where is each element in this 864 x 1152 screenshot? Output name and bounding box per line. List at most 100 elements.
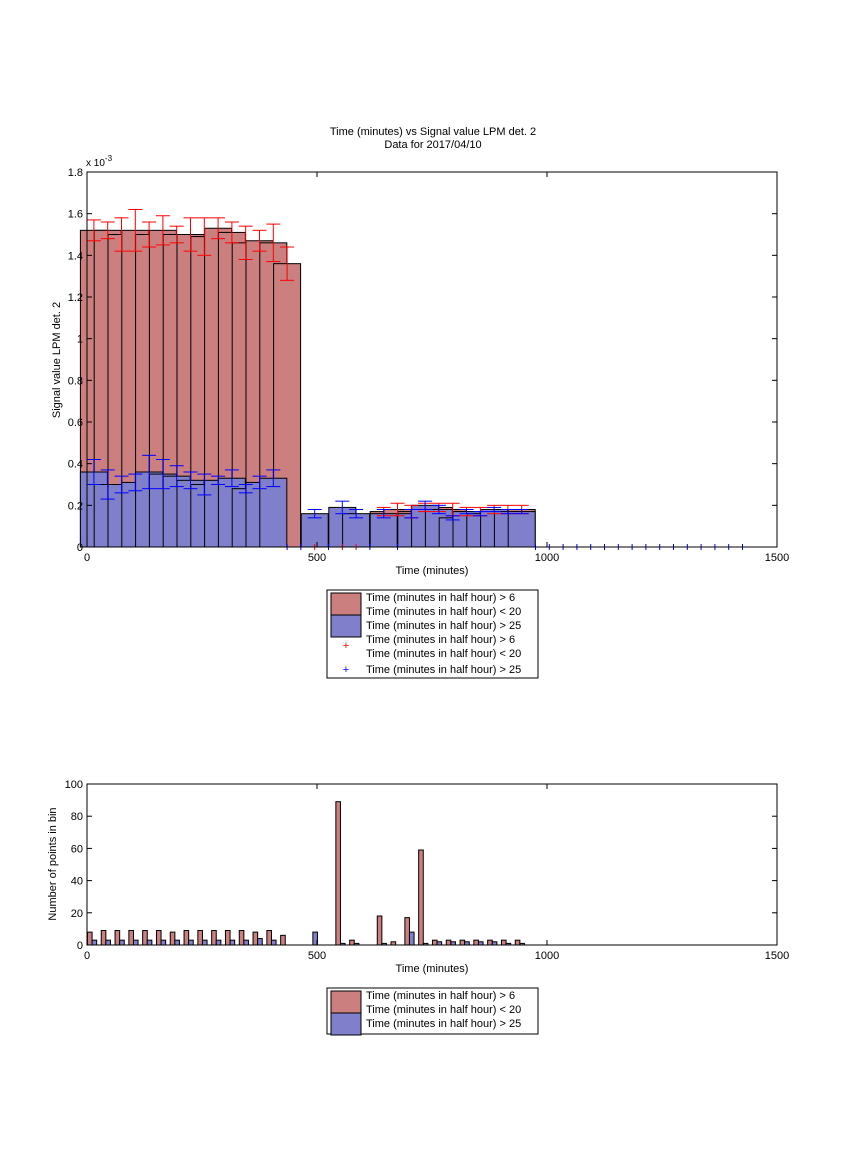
chart-1-error-bar-blue	[155, 459, 170, 490]
chart-1-error-bar-blue	[224, 469, 239, 488]
chart-2-bar-blue	[91, 939, 98, 946]
chart-2-bar-red	[224, 930, 231, 946]
chart-1-error-bar-blue	[307, 509, 322, 519]
chart-1-y-tick-label: 1.4	[68, 250, 83, 262]
chart-1-error-bar-blue	[349, 509, 364, 519]
chart-2-bar-blue	[188, 939, 194, 946]
chart-1-y-tick-label: 1.8	[68, 167, 83, 179]
chart-2-legend-swatch-blue	[330, 1012, 362, 1036]
chart-1-error-bar-red	[266, 223, 281, 263]
chart-1-error-bar-red	[128, 209, 143, 252]
chart-1-legend-swatch-red	[330, 592, 362, 616]
chart-1-y-tick-label: 1.6	[68, 209, 83, 221]
chart-2-bar-red	[431, 939, 438, 946]
chart-1-y-tick-label: 0.8	[68, 375, 83, 387]
chart-1-error-bar-blue	[197, 473, 212, 496]
chart-1-error-bar-blue	[169, 465, 184, 488]
chart-2-bar-red	[418, 849, 424, 946]
chart-2-bar-red	[197, 930, 203, 946]
chart-2-bar-blue	[160, 939, 167, 946]
chart-1-error-bar-blue	[376, 509, 391, 519]
chart-2-bar-red	[445, 939, 452, 946]
chart-1-error-bar-blue	[418, 500, 433, 510]
chart-2-x-tick-label: 1000	[535, 950, 559, 962]
svg-text:x 10-3: x 10-3	[86, 154, 113, 169]
chart-1-y-tick-label: 0.6	[68, 417, 83, 429]
chart-1-error-bar-red	[238, 225, 253, 260]
chart-1-x-axis-label: Time (minutes)	[396, 565, 469, 577]
chart-1-error-bar-red	[197, 217, 212, 256]
chart-2-bar-red	[280, 934, 286, 946]
chart-2-legend-box	[326, 987, 539, 1035]
chart-2-x-tick-label: 500	[308, 950, 326, 962]
chart-2-bar-red	[266, 930, 272, 946]
chart-2-bar-blue	[243, 939, 249, 946]
chart-1-error-bar-blue	[445, 515, 460, 521]
chart-1-error-bar-blue	[128, 473, 143, 492]
chart-2-bar-red	[100, 930, 107, 946]
chart-1-exponent-base: x 10	[86, 158, 105, 169]
chart-1-error-bar-blue	[500, 509, 515, 515]
chart-1-error-bar-blue	[514, 509, 529, 515]
chart-1-exponent-power: -3	[105, 154, 113, 163]
chart-1-bar-blue	[342, 513, 371, 548]
chart-1-legend-swatch-blue	[330, 614, 362, 638]
chart-2-legend: Time (minutes in half hour) > 6 Time (mi…	[326, 987, 539, 1036]
chart-1-error-bar-red	[390, 502, 405, 517]
chart-2-bar-red	[500, 939, 507, 946]
chart-2-bar-blue	[174, 939, 180, 946]
chart-1-legend-entry: Time (minutes in half hour) > 6	[366, 592, 515, 604]
chart-1-subtitle: Data for 2017/04/10	[384, 139, 481, 151]
chart-2-bar-red	[155, 930, 162, 946]
chart-2-x-axis-label: Time (minutes)	[396, 963, 469, 975]
chart-2-y-tick-label: 20	[71, 908, 83, 920]
chart-1-error-bar-blue	[100, 469, 115, 500]
chart-2-bar-red	[487, 939, 493, 946]
chart-2-bar-red	[404, 917, 410, 946]
chart-1-error-bar-red	[155, 215, 170, 246]
chart-2-legend-entry: Time (minutes in half hour) > 25	[366, 1018, 521, 1030]
chart-1-error-bar-blue	[211, 475, 226, 485]
chart-2-y-tick-label: 60	[71, 843, 83, 855]
chart-1-legend-entry: Time (minutes in half hour) < 20	[366, 648, 521, 660]
chart-1: Time (minutes) vs Signal value LPM det. …	[51, 126, 790, 679]
chart-2-y-tick-label: 80	[71, 811, 83, 823]
chart-2-bar-blue	[257, 938, 263, 946]
chart-2-bar-red	[142, 930, 148, 946]
chart-2-legend-entry: Time (minutes in half hour) > 6	[366, 990, 515, 1002]
chart-1-error-bar-red	[100, 221, 115, 240]
chart-2-bar-blue	[201, 939, 208, 946]
chart-1-y-tick-label: 1	[77, 334, 83, 346]
chart-1-error-bar-blue	[459, 509, 474, 515]
chart-1-error-bar-blue	[183, 471, 198, 490]
chart-1-y-tick-label: 1.2	[68, 292, 83, 304]
chart-2-x-tick-label: 0	[84, 950, 90, 962]
chart-1-error-bar-red	[169, 225, 184, 244]
chart-1-error-bar-blue	[335, 500, 350, 515]
chart-2-bar-blue	[105, 939, 111, 946]
chart-1-error-bar-red	[142, 221, 157, 248]
chart-2-legend-entry: Time (minutes in half hour) < 20	[366, 1004, 521, 1016]
chart-1-ticks: 0 500 1000 1500 0 0.2 0.4 0.6 0.8 1 1.2 1.4 1.6 1.8	[68, 167, 790, 564]
chart-2-y-tick-label: 0	[77, 940, 83, 952]
chart-1-error-bar-red	[183, 217, 198, 252]
chart-1-x-tick-label: 500	[308, 552, 326, 564]
chart-2-legend-swatch-red	[330, 990, 362, 1014]
chart-1-legend-entry: Time (minutes in half hour) > 6	[366, 634, 515, 646]
chart-1-error-bar-blue	[86, 459, 101, 485]
chart-1-legend-blue-plus-marker: +	[343, 664, 349, 676]
chart-2-bar-blue	[270, 939, 277, 946]
chart-2-y-axis-label: Number of points in bin	[47, 807, 59, 920]
chart-2-bar-blue	[229, 939, 236, 946]
chart-2-plot-area	[86, 801, 525, 946]
chart-2-bar-red	[169, 931, 176, 946]
chart-2-bar-blue	[146, 939, 153, 946]
chart-2-bar-blue	[119, 939, 125, 946]
chart-2-bar-red	[86, 931, 93, 946]
chart-1-error-bar-blue	[473, 511, 488, 517]
chart-2-bar-red	[376, 915, 383, 946]
chart-2-bar-red	[473, 939, 479, 946]
chart-1-error-bar-blue	[114, 475, 129, 494]
